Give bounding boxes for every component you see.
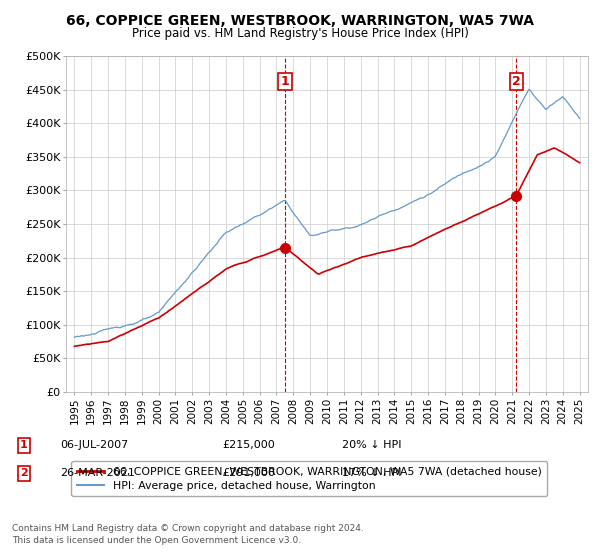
Legend: 66, COPPICE GREEN, WESTBROOK, WARRINGTON, WA5 7WA (detached house), HPI: Average: 66, COPPICE GREEN, WESTBROOK, WARRINGTON…: [71, 461, 547, 496]
Text: 17% ↓ HPI: 17% ↓ HPI: [342, 468, 401, 478]
Text: Contains HM Land Registry data © Crown copyright and database right 2024.
This d: Contains HM Land Registry data © Crown c…: [12, 524, 364, 545]
Text: 26-MAR-2021: 26-MAR-2021: [60, 468, 135, 478]
Text: 2: 2: [512, 75, 521, 88]
Text: 2: 2: [20, 468, 28, 478]
Text: 1: 1: [281, 75, 289, 88]
Text: 06-JUL-2007: 06-JUL-2007: [60, 440, 128, 450]
Text: Price paid vs. HM Land Registry's House Price Index (HPI): Price paid vs. HM Land Registry's House …: [131, 27, 469, 40]
Text: 1: 1: [20, 440, 28, 450]
Text: £291,000: £291,000: [222, 468, 275, 478]
Text: £215,000: £215,000: [222, 440, 275, 450]
Text: 20% ↓ HPI: 20% ↓ HPI: [342, 440, 401, 450]
Text: 66, COPPICE GREEN, WESTBROOK, WARRINGTON, WA5 7WA: 66, COPPICE GREEN, WESTBROOK, WARRINGTON…: [66, 14, 534, 28]
